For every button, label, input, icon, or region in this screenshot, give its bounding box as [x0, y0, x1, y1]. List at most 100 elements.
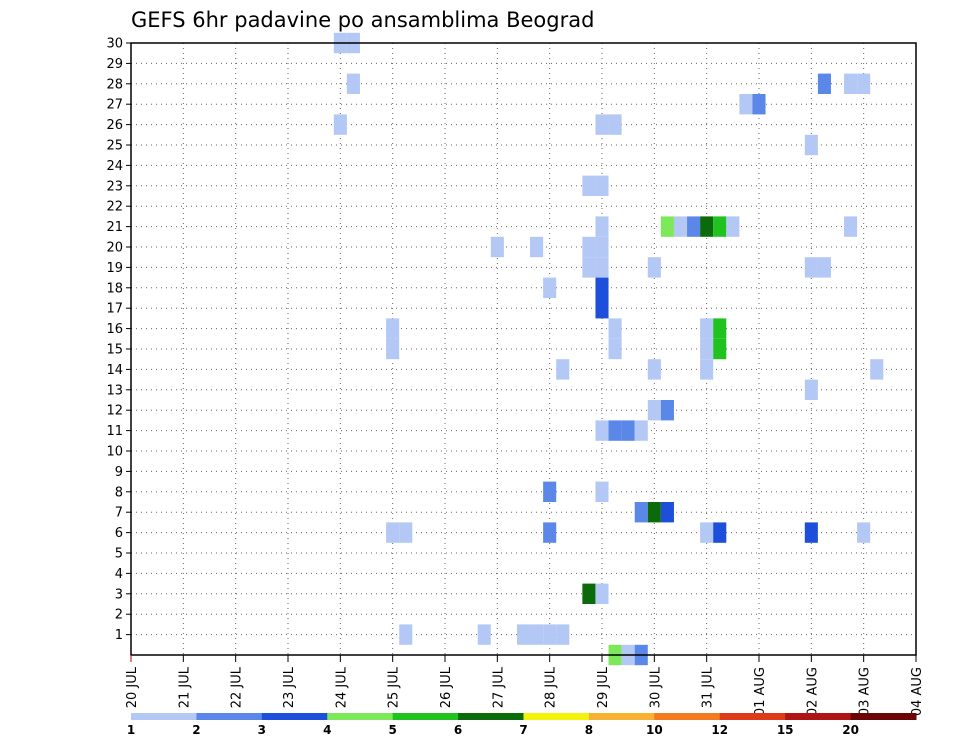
x-axis-ticks: 20 JUL 21 JUL 22 JUL 23 JUL 24 JUL 25 JUL 26 J… [125, 655, 925, 716]
precip-cell [530, 236, 544, 258]
precip-cell [595, 114, 609, 135]
y-tick-label: 22 [106, 200, 123, 215]
precip-cell [608, 114, 622, 135]
x-tick-label: 22 JUL [230, 666, 245, 708]
y-tick-label: 2 [115, 608, 123, 623]
precip-cell [634, 502, 648, 523]
y-tick-label: 19 [106, 261, 123, 276]
precip-cell [608, 420, 622, 441]
precip-cell [647, 502, 661, 523]
y-tick-label: 8 [115, 485, 123, 500]
x-tick-label: 23 JUL [282, 666, 297, 708]
y-tick-label: 13 [106, 383, 123, 398]
precip-cell [687, 216, 701, 237]
precip-cell [582, 257, 596, 278]
y-tick-label: 21 [106, 220, 123, 235]
precip-cell [595, 298, 609, 319]
precip-cell [595, 583, 609, 604]
precip-cell [804, 379, 818, 400]
colorbar-label: 2 [192, 723, 200, 737]
colorbar-swatch [261, 713, 328, 720]
colorbar-label: 6 [454, 723, 462, 737]
y-tick-label: 11 [106, 424, 123, 439]
colorbar-swatch [327, 713, 394, 720]
colorbar-label: 4 [323, 723, 331, 737]
colorbar-label: 10 [646, 723, 663, 737]
precip-cell [333, 114, 347, 135]
precip-cell [817, 257, 831, 278]
precip-cell [817, 73, 831, 94]
precip-cell [608, 338, 622, 360]
precip-cell [804, 134, 818, 156]
y-tick-label: 23 [106, 179, 123, 194]
x-tick-label: 21 JUL [177, 666, 192, 708]
precip-cell [477, 624, 491, 645]
precip-cell [700, 522, 714, 543]
x-tick-label: 25 JUL [387, 666, 402, 708]
precip-cell [595, 236, 609, 258]
precip-cell [713, 216, 727, 237]
precip-cell [543, 624, 557, 645]
precip-cell [386, 522, 400, 543]
y-axis-ticks: 1234567891011121314151617181920212223242… [106, 37, 131, 643]
colorbar-label: 15 [777, 723, 794, 737]
precip-cell [870, 359, 884, 380]
y-tick-label: 6 [115, 526, 123, 541]
colorbar-swatch [588, 713, 655, 720]
x-tick-label: 03 AUG [858, 667, 873, 716]
precip-cell [399, 522, 413, 543]
colorbar-swatch [196, 713, 263, 720]
y-tick-label: 3 [115, 587, 123, 602]
colorbar-label: 3 [258, 723, 266, 737]
precip-cell [660, 502, 674, 523]
x-tick-label: 04 AUG [910, 667, 925, 716]
precip-cell [595, 216, 609, 237]
x-tick-label: 31 JUL [701, 666, 716, 708]
precip-cell [556, 624, 570, 645]
y-tick-label: 12 [106, 404, 123, 419]
grid [131, 43, 916, 655]
y-tick-label: 18 [106, 281, 123, 296]
precip-cell [713, 338, 727, 360]
precip-cell [346, 73, 360, 94]
precip-cell [700, 359, 714, 380]
precip-cell [634, 420, 648, 441]
colorbar-label: 20 [842, 723, 859, 737]
precip-cell [804, 522, 818, 543]
y-tick-label: 20 [106, 241, 123, 256]
y-tick-label: 26 [106, 118, 123, 133]
precip-cell [490, 236, 504, 258]
y-tick-label: 15 [106, 343, 123, 358]
precip-cell [595, 175, 609, 196]
precip-cell [660, 216, 674, 237]
precip-cell [543, 277, 557, 298]
precip-cell [700, 338, 714, 360]
precip-cell [516, 624, 531, 645]
colorbar: 1 2 3 4 5 6 7 8 10 12 15 20 [127, 713, 917, 737]
precip-cell [647, 257, 661, 278]
precip-cell [726, 216, 740, 237]
plot-frame [130, 42, 917, 656]
y-tick-label: 1 [115, 628, 123, 643]
colorbar-swatch [392, 713, 459, 720]
y-tick-label: 7 [115, 506, 123, 521]
x-tick-label: 28 JUL [544, 666, 559, 708]
precip-cell [700, 318, 714, 339]
x-tick-label: 01 AUG [753, 667, 768, 716]
precip-cell [556, 359, 570, 380]
precip-cell [700, 216, 714, 237]
x-tick-label: 24 JUL [334, 666, 349, 708]
y-tick-label: 25 [106, 139, 123, 154]
precip-cell [595, 420, 609, 441]
colorbar-swatch [131, 713, 197, 720]
colorbar-label: 7 [519, 723, 527, 737]
colorbar-label: 12 [711, 723, 728, 737]
precip-cell [713, 318, 727, 339]
colorbar-swatch [654, 713, 721, 720]
precip-cell [857, 73, 871, 94]
colorbar-swatch [850, 713, 917, 720]
precip-cell [608, 318, 622, 339]
y-tick-label: 17 [106, 302, 123, 317]
x-tick-label: 20 JUL [125, 666, 140, 708]
